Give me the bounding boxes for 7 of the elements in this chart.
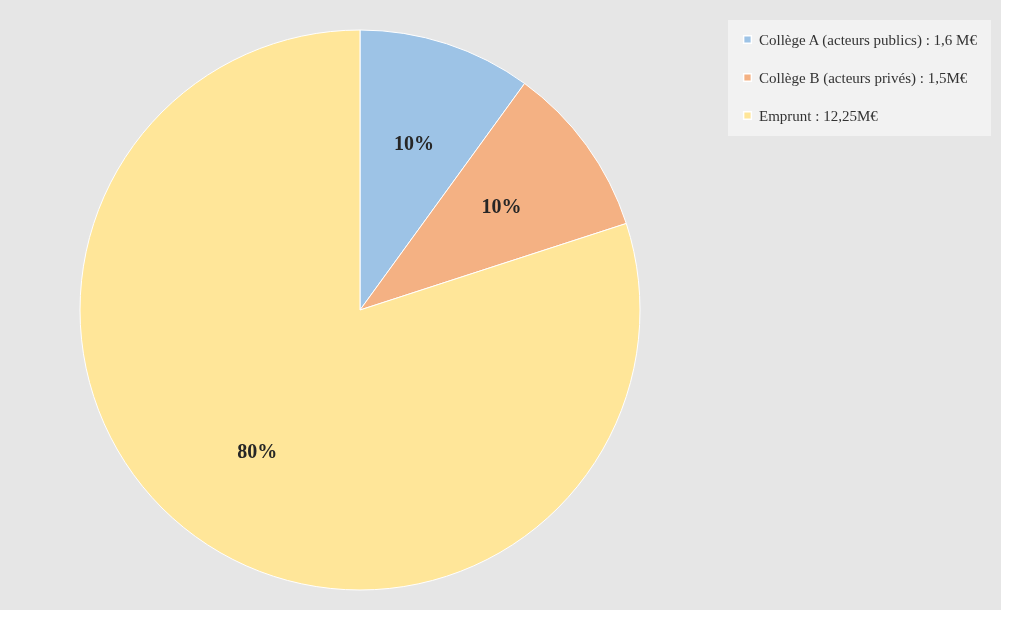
pie-slice xyxy=(79,29,641,591)
legend-label: Collège A (acteurs publics) : 1,6 M€ xyxy=(759,31,978,49)
legend-label: Collège B (acteurs privés) : 1,5M€ xyxy=(759,69,968,87)
data-label: 10% xyxy=(481,195,522,218)
data-label: 80% xyxy=(237,439,278,462)
legend-label: Emprunt : 12,25M€ xyxy=(759,107,879,124)
data-label: 10% xyxy=(394,131,435,154)
